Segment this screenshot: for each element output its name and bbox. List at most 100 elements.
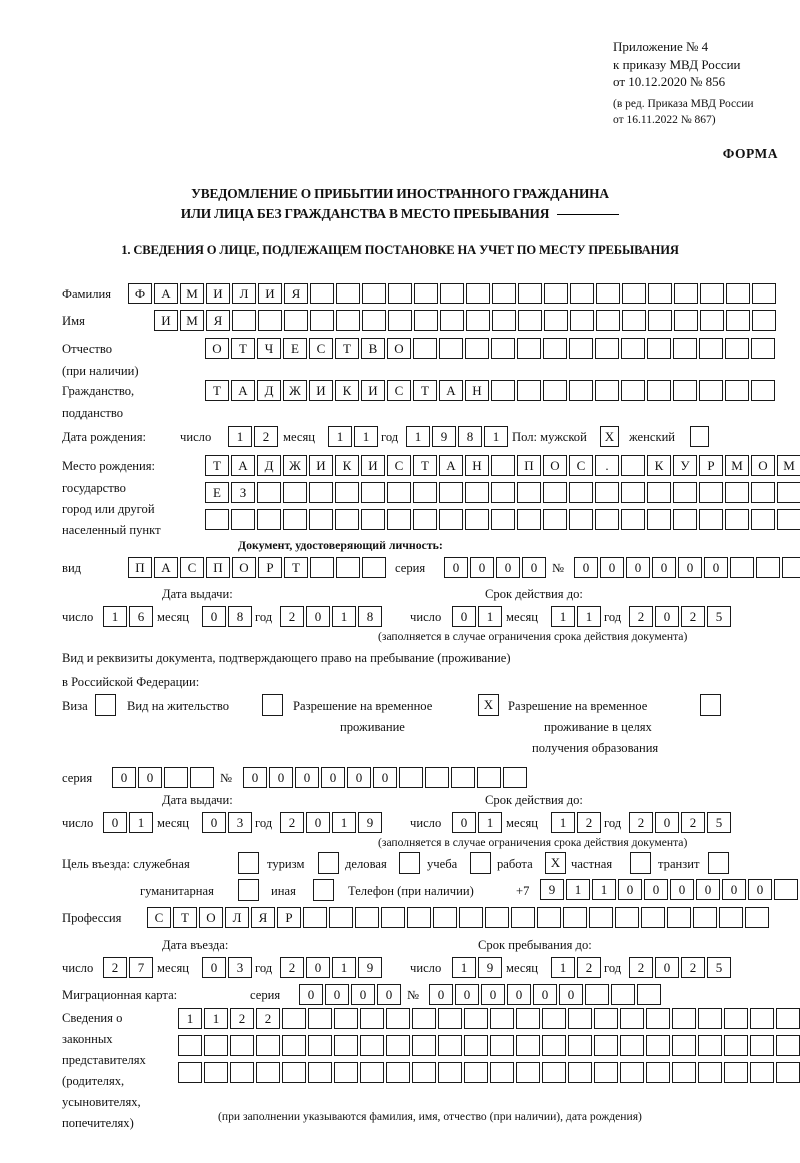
cell[interactable] (518, 310, 542, 331)
cell[interactable]: Т (231, 338, 255, 359)
cell[interactable]: 2 (629, 812, 653, 833)
cell[interactable] (308, 1035, 332, 1056)
cell[interactable] (362, 557, 386, 578)
cell[interactable] (647, 338, 671, 359)
purpose-delovaya-checkbox[interactable] (399, 852, 420, 874)
cell[interactable] (542, 1035, 566, 1056)
cell[interactable]: 5 (707, 812, 731, 833)
cell[interactable] (726, 310, 750, 331)
cell[interactable]: Т (205, 455, 229, 476)
cell[interactable] (464, 1008, 488, 1029)
cell[interactable] (569, 482, 593, 503)
cell[interactable] (414, 283, 438, 304)
cell[interactable] (407, 907, 431, 928)
cell[interactable] (258, 310, 282, 331)
cell[interactable] (438, 1008, 462, 1029)
cell[interactable] (693, 907, 717, 928)
cell[interactable] (699, 338, 723, 359)
cell[interactable] (412, 1035, 436, 1056)
cell[interactable] (774, 879, 798, 900)
cell[interactable] (282, 1062, 306, 1083)
cell[interactable] (465, 509, 489, 530)
cell[interactable]: 1 (478, 812, 502, 833)
cell[interactable]: 0 (325, 984, 349, 1005)
cell[interactable] (542, 1008, 566, 1029)
cell[interactable]: 0 (202, 606, 226, 627)
cell[interactable]: 0 (704, 557, 728, 578)
cell[interactable]: . (595, 455, 619, 476)
cell[interactable]: С (180, 557, 204, 578)
cell[interactable] (387, 509, 411, 530)
cell[interactable]: О (199, 907, 223, 928)
purpose-turizm-checkbox[interactable] (318, 852, 339, 874)
cell[interactable] (336, 310, 360, 331)
cell[interactable] (594, 1008, 618, 1029)
cell[interactable] (585, 984, 609, 1005)
cell[interactable] (517, 338, 541, 359)
cell[interactable]: 2 (681, 606, 705, 627)
cell[interactable] (700, 310, 724, 331)
cell[interactable] (517, 482, 541, 503)
cell[interactable]: 0 (373, 767, 397, 788)
cell[interactable]: О (543, 455, 567, 476)
cell[interactable]: 0 (306, 957, 330, 978)
cell[interactable] (730, 557, 754, 578)
cell[interactable]: 1 (452, 957, 476, 978)
cell[interactable]: 0 (321, 767, 345, 788)
cell[interactable]: 0 (138, 767, 162, 788)
cell[interactable] (570, 310, 594, 331)
cell[interactable] (563, 907, 587, 928)
cell[interactable]: 9 (358, 957, 382, 978)
cell[interactable]: 0 (507, 984, 531, 1005)
cell[interactable] (440, 283, 464, 304)
cell[interactable]: 2 (280, 606, 304, 627)
cell[interactable]: А (154, 557, 178, 578)
purpose-tranzit-checkbox[interactable] (708, 852, 729, 874)
cell[interactable]: 1 (332, 957, 356, 978)
cell[interactable] (646, 1008, 670, 1029)
cell[interactable] (309, 482, 333, 503)
cell[interactable]: С (309, 338, 333, 359)
cell[interactable] (492, 310, 516, 331)
cell[interactable]: 0 (496, 557, 520, 578)
cell[interactable]: Д (257, 455, 281, 476)
cell[interactable] (516, 1062, 540, 1083)
cell[interactable]: Ч (257, 338, 281, 359)
cell[interactable]: 2 (681, 957, 705, 978)
cell[interactable]: Т (413, 455, 437, 476)
cell[interactable] (699, 380, 723, 401)
cell[interactable]: 1 (592, 879, 616, 900)
cell[interactable] (425, 767, 449, 788)
cell[interactable]: 1 (103, 606, 127, 627)
rvp-edu-checkbox[interactable] (700, 694, 721, 716)
cell[interactable] (611, 984, 635, 1005)
cell[interactable]: 2 (681, 812, 705, 833)
cell[interactable] (595, 338, 619, 359)
cell[interactable] (516, 1008, 540, 1029)
cell[interactable]: К (335, 380, 359, 401)
cell[interactable] (232, 310, 256, 331)
cell[interactable] (413, 509, 437, 530)
representatives-row3-cells[interactable] (178, 1062, 800, 1083)
cell[interactable]: И (258, 283, 282, 304)
cell[interactable] (490, 1035, 514, 1056)
cell[interactable] (440, 310, 464, 331)
cell[interactable]: Т (335, 338, 359, 359)
cell[interactable]: 0 (748, 879, 772, 900)
cell[interactable]: 0 (377, 984, 401, 1005)
cell[interactable] (569, 338, 593, 359)
cell[interactable]: 1 (204, 1008, 228, 1029)
cell[interactable] (756, 557, 780, 578)
cell[interactable] (386, 1062, 410, 1083)
cell[interactable] (329, 907, 353, 928)
cell[interactable] (726, 283, 750, 304)
cell[interactable]: 2 (280, 957, 304, 978)
